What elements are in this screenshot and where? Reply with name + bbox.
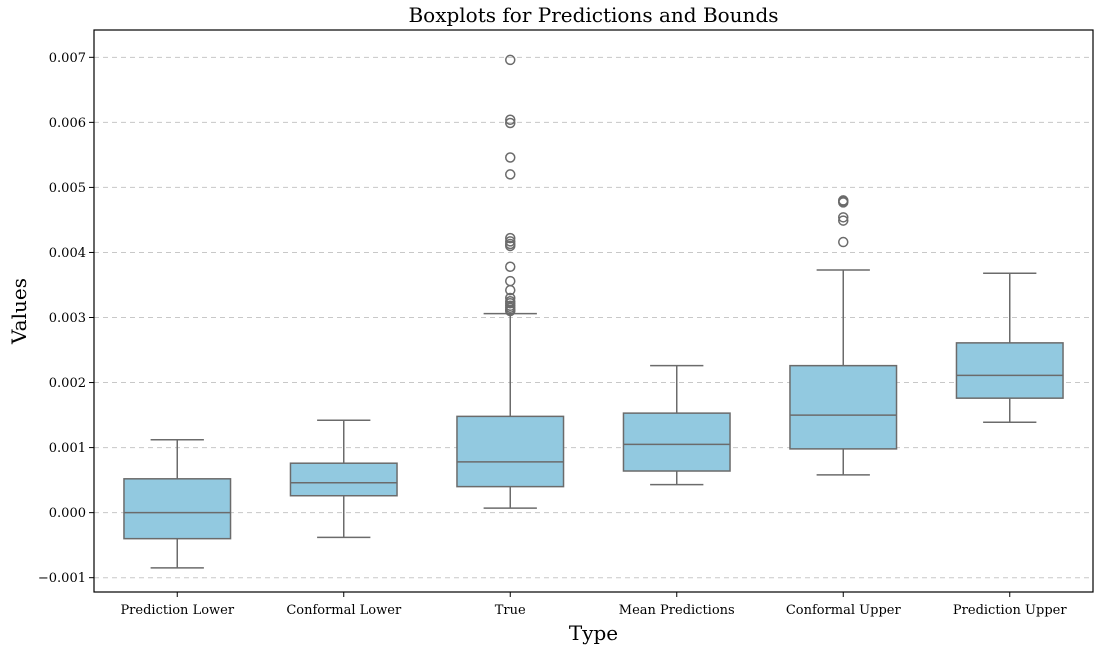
x-tick-label: Conformal Upper	[786, 603, 902, 618]
x-tick-label: Prediction Lower	[120, 603, 234, 618]
box-layer	[123, 54, 1064, 569]
y-tick-label: 0.007	[49, 51, 86, 66]
box-group	[123, 439, 232, 569]
iqr-box	[456, 415, 565, 488]
iqr-box	[622, 412, 731, 472]
box-group	[955, 272, 1064, 423]
plot-frame	[93, 29, 1094, 593]
outlier-point	[505, 275, 516, 287]
y-tick-label: 0.002	[49, 376, 86, 391]
y-tick-label: −0.001	[38, 571, 86, 586]
outlier-point	[505, 292, 516, 304]
outlier-point	[838, 236, 849, 248]
x-axis-label: Type	[569, 621, 618, 645]
iqr-box	[955, 342, 1064, 399]
y-tick-label: 0.004	[49, 246, 86, 261]
outlier-point	[505, 152, 516, 163]
y-tick-label: 0.001	[49, 441, 86, 456]
outlier-point	[838, 195, 849, 206]
y-tick-label: 0.005	[49, 181, 86, 196]
outlier-point	[505, 114, 516, 126]
outlier-point	[505, 295, 516, 307]
iqr-box	[123, 478, 232, 540]
box-group	[289, 419, 398, 539]
outlier-point	[505, 54, 516, 66]
iqr-box	[789, 364, 898, 450]
iqr-box	[289, 462, 398, 497]
y-axis-label: Values	[7, 278, 31, 345]
x-tick-label: True	[495, 603, 526, 618]
x-tick-label: Prediction Upper	[953, 603, 1067, 618]
chart-title: Boxplots for Predictions and Bounds	[408, 3, 778, 27]
outlier-point	[505, 236, 516, 247]
y-tick-label: 0.003	[49, 311, 86, 326]
x-tick-label: Mean Predictions	[619, 603, 735, 618]
outlier-point	[505, 169, 516, 180]
outlier-point	[838, 215, 849, 226]
box-group	[622, 364, 731, 486]
axis-layer: −0.001 0.000 0.001 0.002 0.003 0.004 0.005 0.00…	[38, 51, 1067, 618]
box-group	[789, 195, 898, 476]
y-tick-label: 0.006	[49, 116, 86, 131]
x-tick-label: Conformal Lower	[286, 603, 402, 618]
grid-layer	[94, 56, 1093, 579]
y-tick-label: 0.000	[49, 506, 86, 521]
outlier-point	[505, 261, 516, 273]
outlier-point	[505, 232, 516, 244]
box-group	[456, 54, 565, 509]
outlier-point	[505, 117, 516, 129]
outlier-point	[838, 212, 849, 223]
